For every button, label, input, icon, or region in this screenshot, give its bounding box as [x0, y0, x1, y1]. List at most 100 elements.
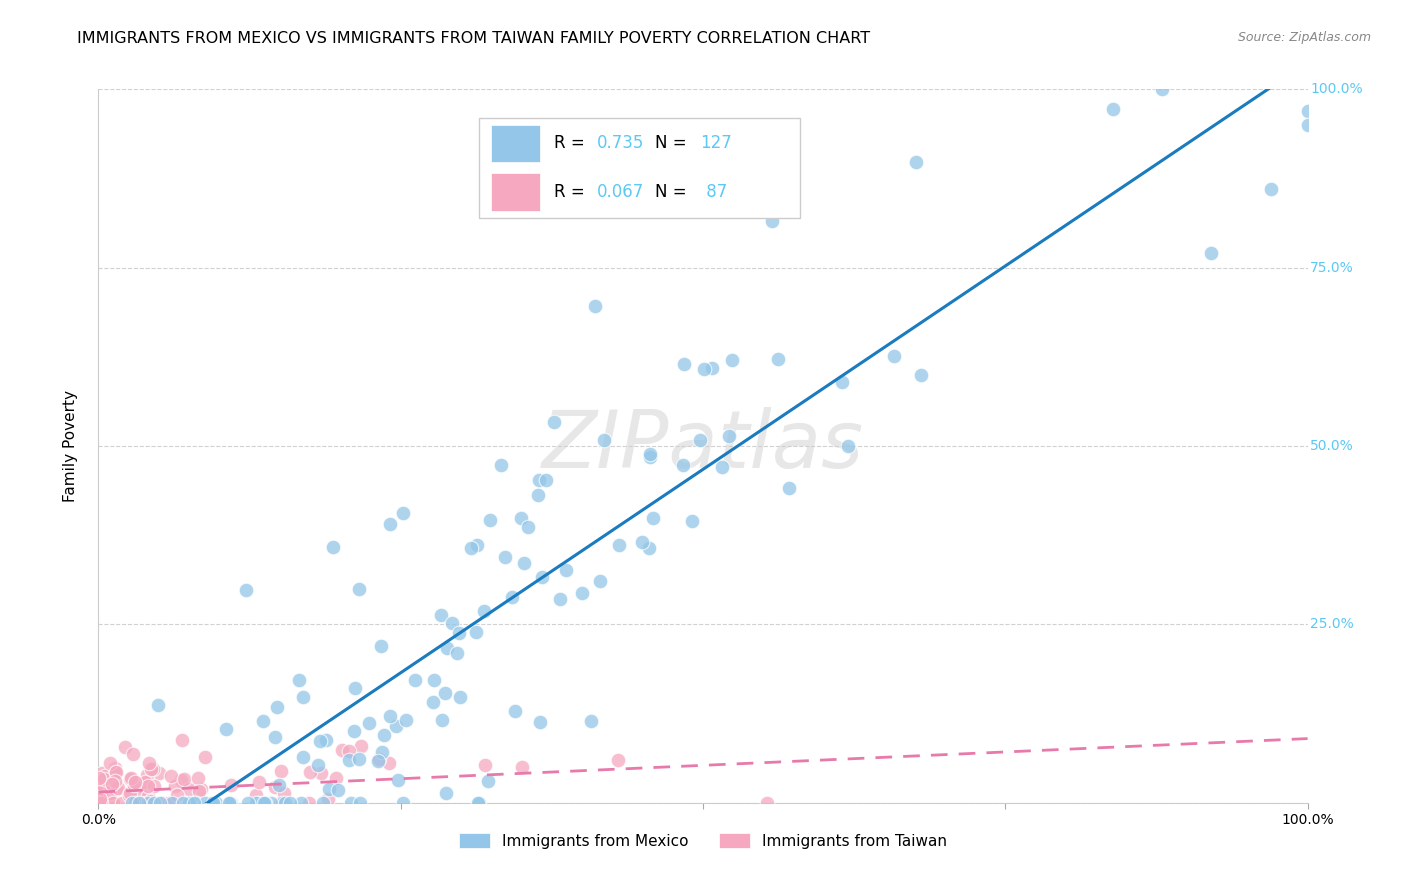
Point [114, 740, 136, 755]
Point [429, 607, 451, 622]
Text: N =: N = [655, 183, 692, 201]
Point [215, 722, 238, 736]
Point [146, 698, 169, 713]
Point [253, 796, 276, 810]
Point [260, 796, 283, 810]
Point [136, 767, 159, 781]
Point [172, 733, 194, 747]
Point [121, 796, 143, 810]
Point [298, 796, 321, 810]
Point [548, 591, 571, 606]
Point [104, 782, 127, 797]
Point [349, 796, 371, 810]
Point [136, 779, 159, 793]
Point [142, 779, 165, 793]
Text: Source: ZipAtlas.com: Source: ZipAtlas.com [1237, 31, 1371, 45]
Point [607, 753, 630, 767]
Point [139, 762, 162, 776]
Y-axis label: Family Poverty: Family Poverty [63, 390, 77, 502]
Point [90, 786, 112, 800]
Point [125, 779, 148, 793]
Point [910, 368, 932, 382]
Point [278, 796, 301, 810]
Point [89, 796, 111, 810]
Point [157, 796, 180, 810]
Point [186, 796, 208, 810]
Point [378, 708, 401, 723]
Point [246, 796, 269, 810]
Point [101, 777, 124, 791]
Point [89, 791, 111, 805]
Point [269, 796, 291, 810]
Point [510, 511, 533, 525]
Point [135, 775, 157, 789]
Point [194, 796, 217, 810]
Point [330, 743, 353, 757]
Point [404, 673, 426, 688]
Point [1152, 82, 1174, 96]
Point [131, 796, 153, 810]
Point [883, 349, 905, 363]
Point [273, 796, 295, 810]
Point [384, 718, 406, 732]
Point [392, 506, 415, 520]
Point [571, 586, 593, 600]
Point [118, 772, 141, 787]
Point [250, 796, 273, 810]
Point [160, 796, 183, 810]
Point [120, 786, 142, 800]
Point [529, 714, 551, 729]
Point [513, 556, 536, 570]
Point [543, 416, 565, 430]
Point [159, 768, 181, 782]
Point [681, 514, 703, 528]
Point [433, 686, 456, 700]
Point [1199, 246, 1222, 260]
Point [89, 796, 111, 810]
Point [200, 796, 222, 810]
Point [163, 779, 186, 793]
Point [98, 786, 121, 800]
Point [370, 745, 392, 759]
Point [307, 758, 329, 772]
Point [122, 747, 145, 761]
Point [91, 778, 114, 792]
Point [510, 760, 533, 774]
Point [756, 796, 779, 810]
Point [370, 639, 392, 653]
Point [118, 788, 141, 802]
Point [467, 796, 489, 810]
Point [534, 473, 557, 487]
Point [124, 796, 146, 810]
Point [288, 673, 311, 687]
Point [138, 794, 160, 808]
Point [631, 534, 654, 549]
Point [373, 728, 395, 742]
Point [479, 513, 502, 527]
Point [299, 764, 322, 779]
Point [530, 570, 553, 584]
Text: 50.0%: 50.0% [1310, 439, 1354, 453]
Point [465, 538, 488, 552]
FancyBboxPatch shape [479, 118, 800, 218]
Point [183, 796, 205, 810]
Point [641, 510, 664, 524]
Point [434, 786, 457, 800]
Point [638, 450, 661, 465]
Point [111, 796, 134, 810]
Point [87, 776, 110, 790]
Text: 0.735: 0.735 [596, 135, 644, 153]
FancyBboxPatch shape [492, 173, 540, 211]
Point [152, 796, 174, 810]
Point [710, 459, 733, 474]
Point [1260, 182, 1282, 196]
Point [142, 763, 165, 777]
Point [689, 433, 711, 447]
Text: IMMIGRANTS FROM MEXICO VS IMMIGRANTS FROM TAIWAN FAMILY POVERTY CORRELATION CHAR: IMMIGRANTS FROM MEXICO VS IMMIGRANTS FRO… [77, 31, 870, 46]
Point [422, 695, 444, 709]
Point [325, 771, 347, 785]
Point [446, 646, 468, 660]
Point [593, 434, 616, 448]
Text: 87: 87 [700, 183, 727, 201]
Point [672, 357, 695, 371]
